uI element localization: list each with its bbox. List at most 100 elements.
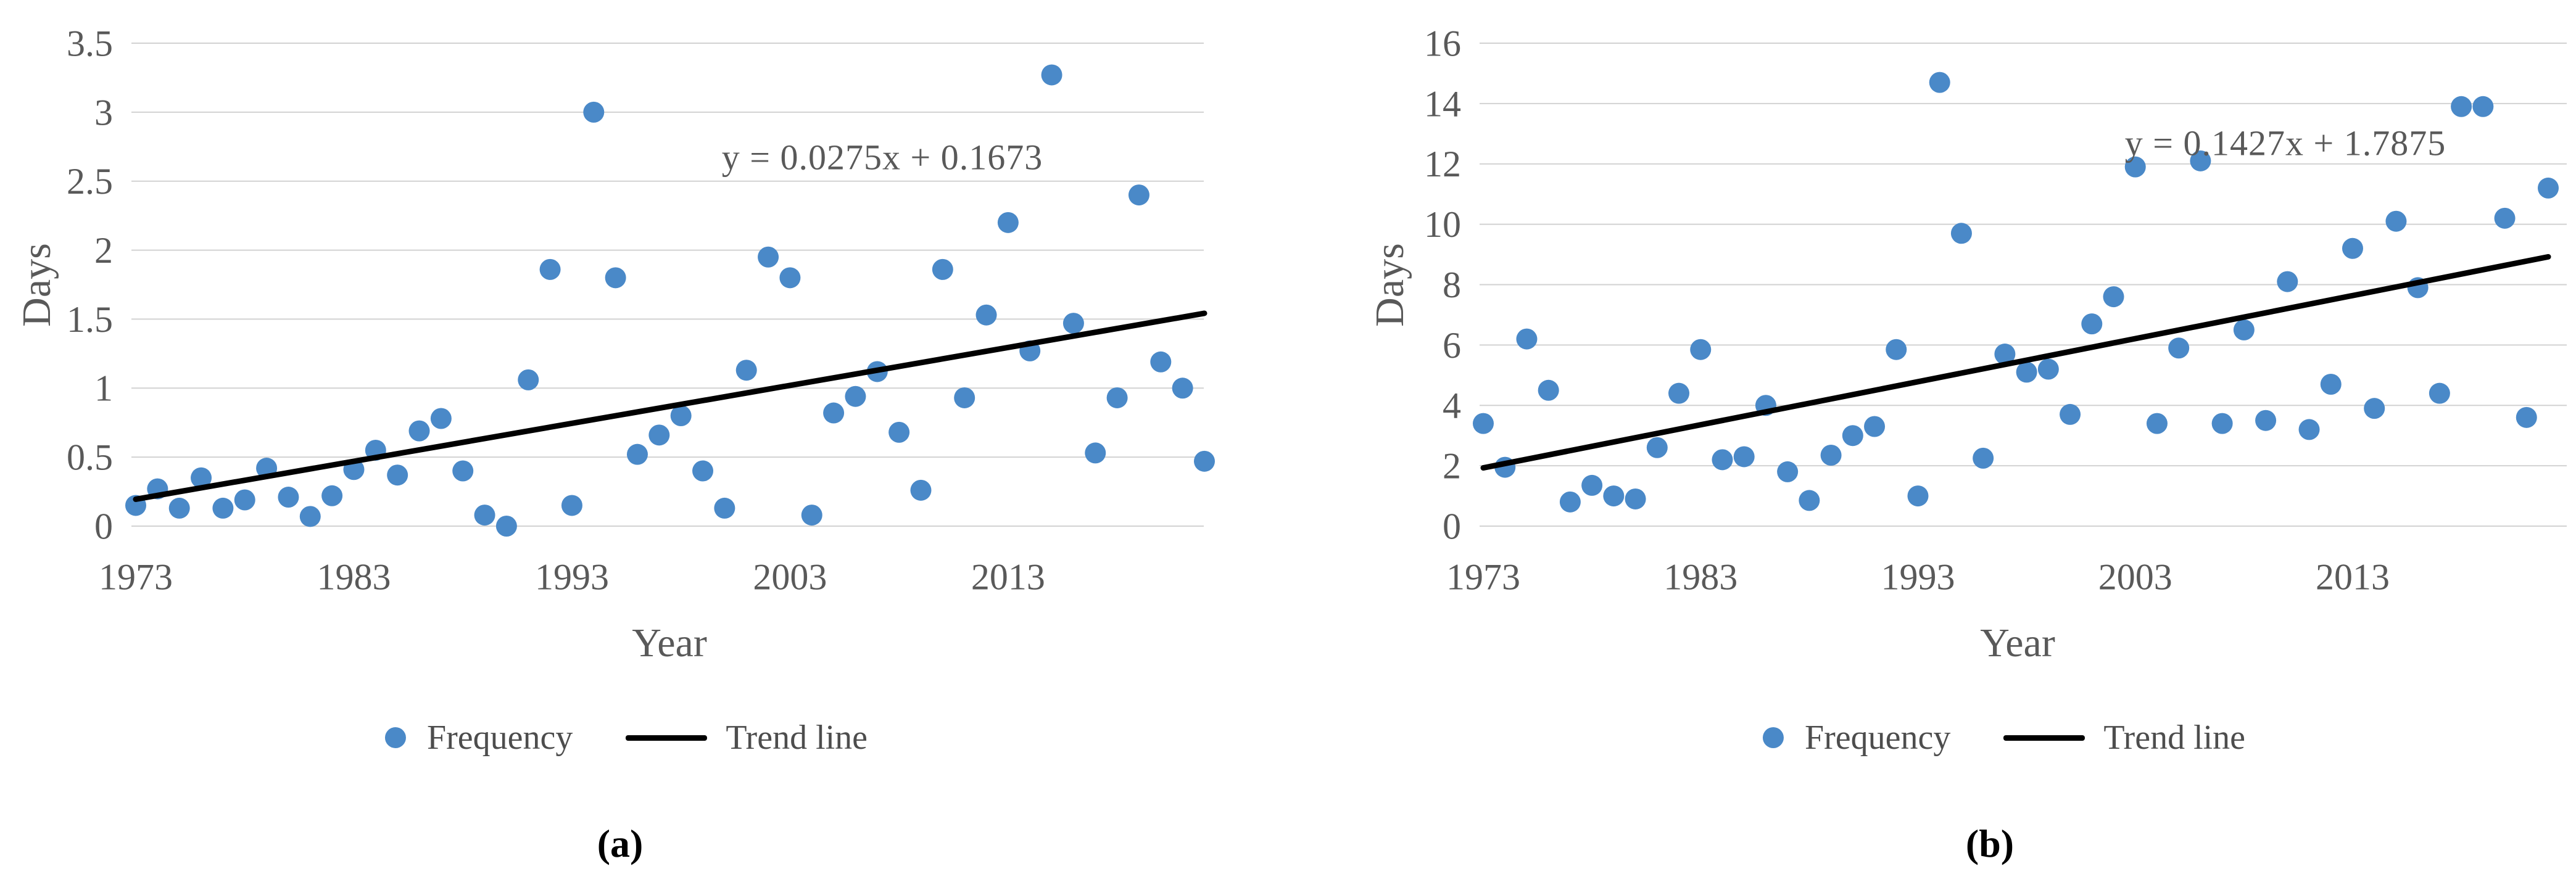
trend-equation-b: y = 0.1427x + 1.7875 (2124, 123, 2446, 163)
scatter-point (2342, 237, 2363, 259)
scatter-point (168, 497, 190, 519)
scatter-point (997, 212, 1019, 233)
scatter-point (2060, 403, 2081, 425)
x-tick-label: 2013 (971, 556, 1045, 597)
panel-caption-b: (b) (1965, 822, 2015, 865)
scatter-point (1194, 450, 1215, 472)
scatter-point (845, 385, 866, 407)
scatter-point (1625, 488, 1646, 509)
scatter-point (1799, 490, 1820, 511)
y-tick-label: 3 (94, 92, 113, 133)
scatter-point (452, 460, 474, 482)
scatter-point (1106, 387, 1128, 408)
scatter-point (735, 360, 757, 381)
scatter-point (1777, 461, 1799, 482)
scatter-point (1581, 474, 1603, 496)
x-axis-title-a: Year (632, 620, 707, 666)
scatter-point (670, 405, 692, 427)
scatter-point (561, 495, 582, 516)
legend-trendline-marker-icon (626, 735, 708, 741)
scatter-point (583, 101, 605, 123)
legend-frequency-label: Frequency (1804, 719, 1951, 757)
x-tick-label: 1993 (1881, 556, 1955, 597)
trend-equation-a: y = 0.0275x + 0.1673 (721, 137, 1043, 178)
x-tick-label: 1973 (1446, 556, 1520, 597)
y-tick-label: 12 (1424, 144, 1461, 184)
y-tick-label: 8 (1443, 265, 1461, 305)
scatter-point (758, 246, 779, 268)
scatter-point (2081, 313, 2103, 335)
scatter-point (387, 464, 408, 486)
scatter-point (1907, 485, 1929, 507)
y-tick-label: 3.5 (67, 23, 113, 64)
legend-trendline-marker-icon (2003, 735, 2085, 741)
scatter-point (1864, 416, 1886, 437)
scatter-point (648, 424, 670, 446)
scatter-point (954, 387, 975, 408)
x-tick-label: 2013 (2316, 556, 2390, 597)
scatter-point (2190, 150, 2211, 171)
x-tick-label: 1983 (317, 556, 391, 597)
y-tick-label: 2 (1443, 446, 1461, 487)
scatter-point (408, 420, 430, 442)
scatter-point (1842, 425, 1863, 447)
scatter-point (823, 402, 845, 424)
scatter-chart-a: 0 0.5 1 1.5 2 2.5 3 3.5 1973 1983 1993 2003 2013 (67, 23, 1215, 597)
scatter-point (910, 479, 932, 501)
scatter-point (1603, 485, 1625, 507)
y-tick-label: 10 (1424, 204, 1461, 245)
scatter-point (2037, 358, 2059, 380)
scatter-point (2146, 413, 2168, 434)
scatter-point (1062, 313, 1084, 334)
scatter-point (2538, 177, 2559, 199)
scatter-point (1690, 339, 1712, 360)
scatter-point (1172, 377, 1193, 399)
scatter-point (2233, 319, 2255, 340)
scatter-point (2124, 156, 2146, 178)
scatter-point (1973, 447, 1994, 469)
panel-caption-a: (a) (597, 822, 644, 865)
scatter-point (2320, 373, 2342, 395)
legend-a: Frequency Trend line (384, 718, 868, 757)
scatter-point (2494, 207, 2516, 229)
scatter-point (2211, 413, 2233, 434)
legend-frequency-marker-icon (1762, 727, 1784, 748)
scatter-point (692, 460, 714, 482)
legend-frequency-label: Frequency (426, 719, 573, 757)
x-tick-label: 1993 (535, 556, 609, 597)
scatter-point (495, 516, 517, 537)
scatter-point (1559, 491, 1581, 513)
y-tick-label: 14 (1424, 83, 1461, 124)
scatter-point (2168, 337, 2190, 359)
scatter-point (932, 258, 953, 280)
scatter-point (212, 497, 234, 519)
y-axis-title-b: Days (1367, 243, 1412, 327)
x-tick-label: 1983 (1663, 556, 1737, 597)
y-tick-label: 1 (94, 368, 113, 409)
scatter-point (1538, 379, 1559, 401)
legend-frequency-marker-icon (384, 727, 406, 748)
scatter-point (1994, 344, 2016, 365)
scatter-point (605, 267, 626, 289)
scatter-point (2277, 271, 2298, 292)
scatter-point (2429, 382, 2450, 404)
trend-line (1480, 253, 2551, 471)
scatter-point (2472, 96, 2494, 117)
trend-line (133, 310, 1207, 502)
y-tick-label: 1.5 (67, 299, 113, 340)
scatter-point (2364, 398, 2385, 419)
x-tick-label: 2003 (753, 556, 827, 597)
scatter-point (1668, 382, 1690, 404)
scatter-point (1516, 328, 1538, 350)
scatter-point (1041, 64, 1062, 86)
scatter-point (2385, 210, 2407, 232)
y-tick-label: 2.5 (67, 161, 113, 202)
legend-trendline-label: Trend line (2103, 719, 2246, 757)
scatter-chart-b: 0 2 4 6 8 10 12 14 16 1973 1983 1993 2003 2013 (1424, 23, 2567, 597)
scatter-point (2451, 96, 2472, 117)
scatter-point (2298, 419, 2320, 440)
legend-b: Frequency Trend line (1762, 718, 2246, 757)
scatter-point (1712, 449, 1733, 471)
scatter-point (1646, 437, 1668, 458)
